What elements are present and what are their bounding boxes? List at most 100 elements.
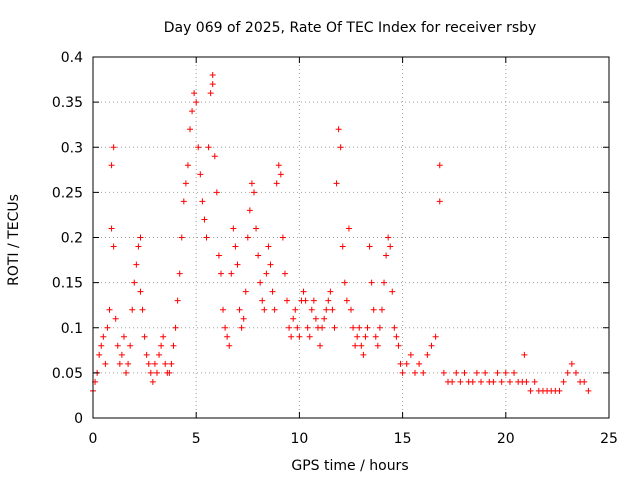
- data-point: [310, 297, 317, 304]
- data-point: [360, 351, 367, 358]
- data-point: [242, 288, 249, 295]
- data-point: [461, 369, 468, 376]
- data-point: [416, 360, 423, 367]
- data-point: [265, 243, 272, 250]
- data-point: [364, 324, 371, 331]
- data-point: [374, 342, 381, 349]
- data-point: [286, 324, 293, 331]
- data-point: [370, 306, 377, 313]
- data-point: [257, 279, 264, 286]
- data-point: [564, 369, 571, 376]
- data-point: [110, 144, 117, 151]
- data-point: [114, 342, 121, 349]
- data-point: [393, 333, 400, 340]
- y-tick-label: 0.3: [61, 140, 83, 156]
- data-point: [436, 162, 443, 169]
- data-point: [585, 387, 592, 394]
- data-point: [141, 333, 148, 340]
- data-point: [395, 342, 402, 349]
- data-point: [424, 351, 431, 358]
- data-point: [498, 378, 505, 385]
- data-point: [391, 324, 398, 331]
- data-point: [149, 378, 156, 385]
- data-point: [170, 342, 177, 349]
- data-point: [259, 297, 266, 304]
- data-point: [345, 225, 352, 232]
- data-point: [228, 270, 235, 277]
- data-point: [383, 252, 390, 259]
- data-point: [174, 297, 181, 304]
- data-point: [337, 144, 344, 151]
- data-point: [184, 162, 191, 169]
- data-point: [281, 270, 288, 277]
- data-point: [428, 342, 435, 349]
- data-point: [333, 180, 340, 187]
- data-point: [399, 369, 406, 376]
- data-point: [368, 279, 375, 286]
- data-point: [385, 234, 392, 241]
- data-point: [327, 288, 334, 295]
- data-point: [240, 315, 247, 322]
- data-point: [358, 342, 365, 349]
- data-point: [294, 324, 301, 331]
- data-point: [172, 324, 179, 331]
- data-point: [224, 333, 231, 340]
- data-point: [215, 252, 222, 259]
- y-tick-label: 0.4: [61, 50, 83, 66]
- data-point: [449, 378, 456, 385]
- data-point: [197, 171, 204, 178]
- data-point: [581, 378, 588, 385]
- data-point: [397, 360, 404, 367]
- data-point: [182, 180, 189, 187]
- data-point: [135, 243, 142, 250]
- data-point: [354, 333, 361, 340]
- data-point: [261, 306, 268, 313]
- data-point: [494, 369, 501, 376]
- data-point: [100, 333, 107, 340]
- data-point: [275, 162, 282, 169]
- data-point: [102, 360, 109, 367]
- data-point: [199, 198, 206, 205]
- data-point: [317, 342, 324, 349]
- data-point: [244, 234, 251, 241]
- data-point: [96, 351, 103, 358]
- data-point: [329, 306, 336, 313]
- data-point: [226, 342, 233, 349]
- data-point: [203, 234, 210, 241]
- data-point: [106, 306, 113, 313]
- data-point: [407, 351, 414, 358]
- data-point: [411, 369, 418, 376]
- data-point: [110, 243, 117, 250]
- data-point: [308, 306, 315, 313]
- data-point: [195, 144, 202, 151]
- data-point: [137, 234, 144, 241]
- data-point: [213, 189, 220, 196]
- data-point: [123, 369, 130, 376]
- data-point: [248, 180, 255, 187]
- data-point: [521, 351, 528, 358]
- data-point: [162, 360, 169, 367]
- x-axis-label: GPS time / hours: [291, 458, 408, 474]
- data-point: [98, 342, 105, 349]
- data-point: [339, 243, 346, 250]
- data-point: [331, 324, 338, 331]
- data-point: [453, 369, 460, 376]
- x-tick-label: 10: [290, 431, 308, 447]
- data-point: [131, 279, 138, 286]
- data-point: [343, 297, 350, 304]
- data-point: [236, 306, 243, 313]
- data-point: [238, 324, 245, 331]
- data-point: [572, 369, 579, 376]
- data-point: [137, 288, 144, 295]
- y-tick-label: 0.25: [52, 185, 83, 201]
- data-point: [145, 360, 152, 367]
- data-point: [201, 216, 208, 223]
- x-tick-label: 0: [89, 431, 98, 447]
- data-point: [352, 342, 359, 349]
- data-point: [432, 333, 439, 340]
- data-point: [250, 189, 257, 196]
- data-point: [133, 261, 140, 268]
- y-tick-label: 0.2: [61, 231, 83, 247]
- data-point: [116, 360, 123, 367]
